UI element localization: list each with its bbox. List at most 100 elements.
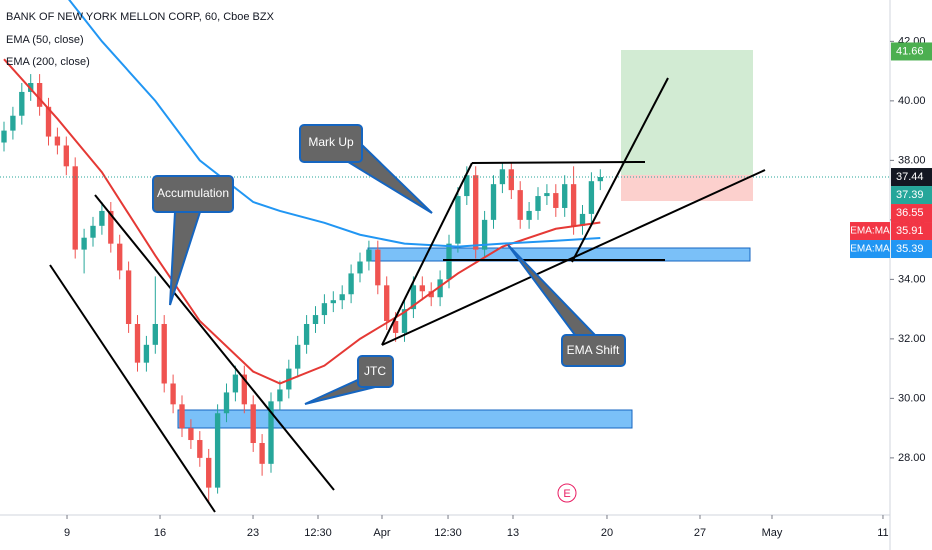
y-tick-label: 30.00 [898,392,926,404]
candle-body [570,184,577,226]
demand-zone [177,409,633,429]
y-tick-label: 28.00 [898,452,926,464]
candle-body [179,404,185,429]
candle-body [36,83,43,107]
candle-body [499,169,506,185]
candle-body [366,249,372,262]
trend-line [381,162,473,346]
target-zone [621,50,753,175]
candle-body [357,261,363,274]
x-tick-label: 27 [694,527,706,539]
legend-entry: EMA (200, close) [6,56,90,68]
tag-label: EMA:MA [850,226,890,237]
price-label: 37.44 [896,171,924,183]
candle-body [45,106,52,137]
plot [0,0,890,503]
candle-body [188,428,194,441]
candle-body [259,443,265,464]
candle-body [1,130,7,143]
candle-body [339,294,345,301]
stop-zone [621,175,753,201]
candle-body [410,285,417,310]
candle-body [117,243,123,271]
candle-body [473,175,479,250]
candle-body [544,193,550,197]
candle-body [588,181,595,214]
candle-body [10,115,16,131]
callout-box [561,334,626,367]
candle-body [312,315,319,324]
candle-body [481,219,488,250]
ema-line [3,58,601,385]
price-label-box [891,168,932,187]
x-tick-label: 23 [247,527,259,539]
price-label: 41.66 [896,45,924,57]
candle-body [392,321,399,333]
trend-line [571,77,669,263]
trend-line [471,161,646,164]
x-tick-label: 20 [601,527,613,539]
price-label-box [891,42,932,61]
candle-body [303,323,310,345]
callout-text: Accumulation [157,186,229,200]
callout-box [299,124,363,163]
candle-body [401,309,408,333]
x-tick-label: 13 [507,527,519,539]
candle-body [81,237,87,250]
candle-body [108,210,114,244]
candle-body [268,401,274,464]
legend-entry: EMA (50, close) [6,34,84,46]
candle-body [562,184,568,208]
candle-body [321,303,328,316]
callout-box [357,355,394,388]
candle-body [99,210,105,226]
candle-body [437,279,443,298]
callouts: Accumulation Mark Up JTC EMA Shift [152,124,626,405]
candle-body [553,193,559,208]
candle-body [19,91,25,116]
candle-body [490,184,497,220]
candle-body [125,270,132,324]
x-tick-label: May [762,527,783,539]
candle-body [384,285,390,322]
candle-body [446,243,452,280]
candle-body [508,169,514,191]
candle-body [526,210,532,220]
candle-body [375,249,381,286]
callout-text: EMA Shift [567,343,620,357]
callout-text: Mark Up [308,135,354,149]
price-label-box [891,240,932,259]
candle-body [152,323,158,345]
tag-box [850,240,890,259]
candle-body [63,145,69,167]
candle-body [597,177,603,182]
price-label: 37.39 [896,189,924,201]
candle-body [72,166,78,250]
candle-body [206,457,212,488]
candle-body [54,136,61,146]
x-tick-label: 12:30 [434,527,462,539]
y-tick-label: 38.00 [898,154,926,166]
x-tick-label: Apr [373,527,390,539]
candle-body [455,196,461,244]
y-tick-label: 34.00 [898,273,926,285]
callout-box [152,175,234,213]
ema-line [68,0,601,248]
candle-body [134,323,141,363]
candle-body [90,225,96,238]
candle-body [241,374,247,405]
y-tick-label: 40.00 [898,95,926,107]
candle-body [223,392,230,414]
price-label-box [891,222,932,241]
price-label: 36.55 [896,207,924,219]
candle-body [579,213,586,226]
chart-title: BANK OF NEW YORK MELLON CORP, 60, Cboe B… [6,11,275,23]
x-tick-label: 12:30 [304,527,332,539]
x-tick-label: 9 [64,527,70,539]
price-label-box [891,186,932,205]
candle-body [277,389,283,402]
earnings-marker: E [563,488,570,500]
trend-line [49,264,216,513]
price-label: 35.91 [896,225,924,237]
